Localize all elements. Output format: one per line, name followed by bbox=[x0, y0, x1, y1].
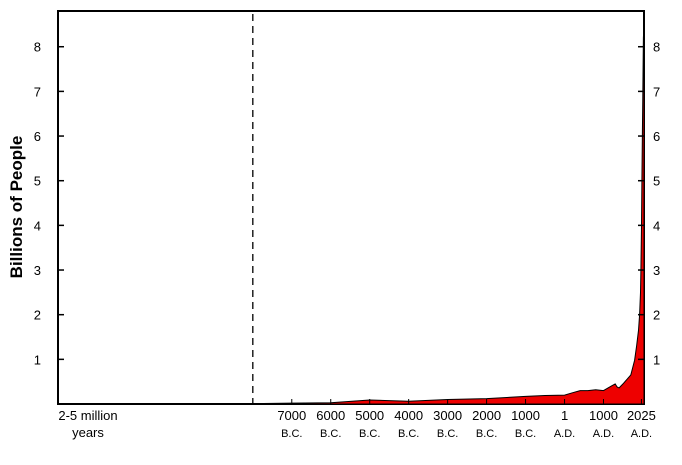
population-area bbox=[57, 24, 645, 405]
x-tick-label: 7000 bbox=[277, 408, 306, 423]
y-axis-label: Billions of People bbox=[7, 136, 26, 279]
x-tick-label: 1000 bbox=[511, 408, 540, 423]
y-tick-label-right: 1 bbox=[653, 352, 660, 367]
x-tick-era-label: B.C. bbox=[515, 428, 536, 440]
x-tick-label: 1000 bbox=[589, 408, 618, 423]
x-tick-label: 2025 bbox=[627, 408, 656, 423]
x-tick-era-label: B.C. bbox=[437, 428, 458, 440]
y-tick-label-left: 7 bbox=[34, 84, 41, 99]
x-tick-era-label: B.C. bbox=[398, 428, 419, 440]
x-tick-label: 2-5 million bbox=[58, 408, 117, 423]
y-tick-label-left: 2 bbox=[34, 308, 41, 323]
x-tick-label: 1 bbox=[561, 408, 568, 423]
y-tick-label-right: 8 bbox=[653, 40, 660, 55]
y-tick-label-right: 2 bbox=[653, 308, 660, 323]
y-tick-label-left: 4 bbox=[34, 218, 41, 233]
x-tick-label: 4000 bbox=[394, 408, 423, 423]
y-tick-label-right: 7 bbox=[653, 84, 660, 99]
y-tick-label-left: 1 bbox=[34, 352, 41, 367]
x-tick-era-label: A.D. bbox=[593, 428, 614, 440]
x-tick-era-label: B.C. bbox=[476, 428, 497, 440]
y-tick-label-left: 5 bbox=[34, 174, 41, 189]
y-tick-label-right: 3 bbox=[653, 263, 660, 278]
y-tick-label-right: 6 bbox=[653, 129, 660, 144]
y-axis-right-ticks: 1 2 3 4 5 6 7 8 bbox=[638, 40, 660, 367]
x-tick-era-label: B.C. bbox=[359, 428, 380, 440]
x-tick-era-label: B.C. bbox=[281, 428, 302, 440]
x-tick-label: 5000 bbox=[355, 408, 384, 423]
x-tick-label: 6000 bbox=[316, 408, 345, 423]
y-tick-label-left: 6 bbox=[34, 129, 41, 144]
x-tick-era-label: years bbox=[72, 425, 104, 440]
x-tick-era-label: A.D. bbox=[554, 428, 575, 440]
plot-frame bbox=[57, 10, 645, 405]
y-tick-label-left: 8 bbox=[34, 40, 41, 55]
x-tick-era-label: A.D. bbox=[631, 428, 652, 440]
y-tick-label-left: 3 bbox=[34, 263, 41, 278]
x-axis-ticks: 2-5 million years 7000 B.C. 6000 B.C. 5000 B.C.… bbox=[58, 399, 656, 440]
x-tick-label: 2000 bbox=[472, 408, 501, 423]
y-tick-label-right: 5 bbox=[653, 174, 660, 189]
x-tick-era-label: B.C. bbox=[320, 428, 341, 440]
y-tick-label-right: 4 bbox=[653, 218, 660, 233]
y-axis-left-ticks: 1 2 3 4 5 6 7 8 bbox=[34, 40, 64, 367]
x-tick-label: 3000 bbox=[433, 408, 462, 423]
